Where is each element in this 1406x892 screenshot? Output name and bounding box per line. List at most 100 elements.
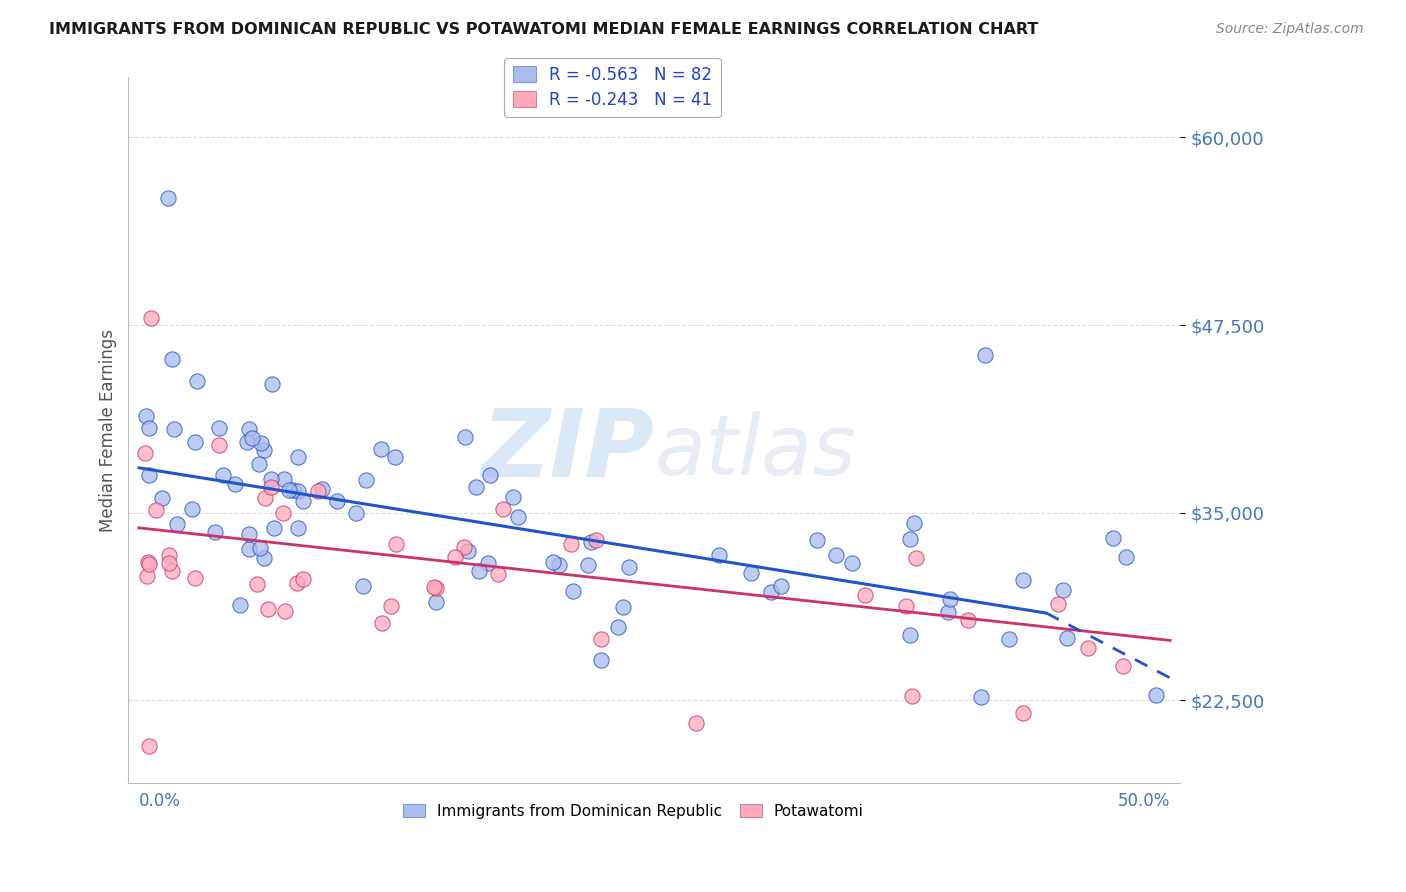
Point <box>898 533 921 547</box>
Point <box>370 442 392 456</box>
Point <box>970 690 993 705</box>
Point <box>311 482 333 496</box>
Point <box>257 602 280 616</box>
Point <box>274 605 297 619</box>
Point <box>250 435 273 450</box>
Point <box>425 595 447 609</box>
Point <box>352 579 374 593</box>
Point <box>384 537 406 551</box>
Point <box>281 483 304 497</box>
Point <box>138 739 160 753</box>
Point <box>346 506 368 520</box>
Point <box>492 502 515 516</box>
Point <box>591 653 613 667</box>
Point <box>150 491 173 505</box>
Point <box>138 557 160 571</box>
Point <box>253 550 276 565</box>
Point <box>212 468 235 483</box>
Text: 0.0%: 0.0% <box>139 791 180 810</box>
Point <box>806 533 828 547</box>
Point <box>486 567 509 582</box>
Point <box>160 352 183 367</box>
Point <box>606 620 628 634</box>
Point <box>1111 659 1133 673</box>
Text: IMMIGRANTS FROM DOMINICAN REPUBLIC VS POTAWATOMI MEDIAN FEMALE EARNINGS CORRELAT: IMMIGRANTS FROM DOMINICAN REPUBLIC VS PO… <box>49 22 1039 37</box>
Point <box>453 540 475 554</box>
Point <box>898 627 921 641</box>
Point <box>271 507 294 521</box>
Point <box>685 716 707 731</box>
Point <box>973 348 995 362</box>
Point <box>824 549 846 563</box>
Y-axis label: Median Female Earnings: Median Female Earnings <box>100 329 117 532</box>
Point <box>506 509 529 524</box>
Point <box>287 520 309 534</box>
Point <box>260 480 283 494</box>
Point <box>253 442 276 457</box>
Point <box>273 472 295 486</box>
Point <box>619 560 641 574</box>
Point <box>759 585 782 599</box>
Point <box>254 491 277 505</box>
Point <box>138 468 160 483</box>
Point <box>157 557 180 571</box>
Point <box>263 520 285 534</box>
Point <box>287 483 309 498</box>
Point <box>740 566 762 581</box>
Point <box>1056 632 1078 646</box>
Point <box>134 446 156 460</box>
Point <box>138 420 160 434</box>
Text: ZIP: ZIP <box>482 405 654 498</box>
Point <box>841 557 863 571</box>
Point <box>541 555 564 569</box>
Point <box>224 477 246 491</box>
Point <box>184 434 207 449</box>
Point <box>259 472 281 486</box>
Point <box>145 503 167 517</box>
Point <box>371 615 394 630</box>
Point <box>208 420 231 434</box>
Point <box>1144 688 1167 702</box>
Point <box>156 190 179 204</box>
Point <box>425 581 447 595</box>
Point <box>579 534 602 549</box>
Point <box>204 525 226 540</box>
Point <box>454 430 477 444</box>
Point <box>939 591 962 606</box>
Point <box>769 579 792 593</box>
Point <box>160 564 183 578</box>
Point <box>186 374 208 388</box>
Point <box>956 613 979 627</box>
Point <box>246 577 269 591</box>
Point <box>157 548 180 562</box>
Point <box>249 541 271 555</box>
Point <box>1115 549 1137 564</box>
Point <box>181 502 204 516</box>
Point <box>247 457 270 471</box>
Point <box>589 632 612 647</box>
Point <box>285 576 308 591</box>
Point <box>307 484 329 499</box>
Point <box>238 542 260 557</box>
Point <box>384 450 406 465</box>
Point <box>1101 531 1123 545</box>
Point <box>548 558 571 572</box>
Point <box>354 473 377 487</box>
Point <box>135 409 157 424</box>
Point <box>903 516 925 531</box>
Point <box>277 483 299 498</box>
Point <box>477 556 499 570</box>
Point <box>238 526 260 541</box>
Point <box>287 450 309 464</box>
Point <box>894 599 917 614</box>
Point <box>576 558 599 572</box>
Point <box>423 580 446 594</box>
Point <box>560 536 582 550</box>
Point <box>135 569 157 583</box>
Point <box>457 544 479 558</box>
Point <box>236 435 259 450</box>
Point <box>468 564 491 578</box>
Point <box>444 550 467 565</box>
Text: 50.0%: 50.0% <box>1118 791 1170 810</box>
Point <box>380 599 402 613</box>
